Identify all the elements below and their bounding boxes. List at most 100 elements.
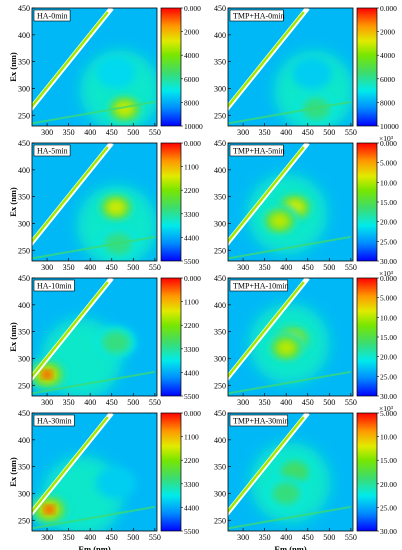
- x-tick-label: 550: [149, 398, 161, 407]
- y-tick-label: 300: [214, 219, 226, 228]
- panel-title-box: [33, 9, 71, 22]
- heatmap-area: [228, 143, 353, 261]
- colorbar-tick-label: 5500: [184, 257, 199, 266]
- y-tick-label: 400: [18, 166, 30, 175]
- colorbar-tick-label: 3300: [184, 480, 199, 489]
- colorbar-tick-label: 5500: [184, 527, 199, 536]
- x-tick-label: 500: [127, 398, 139, 407]
- y-tick-label: 250: [18, 516, 30, 525]
- colorbar-multiplier: ×10³: [379, 404, 394, 413]
- colorbar-tick-label: 15.00: [380, 333, 397, 342]
- x-tick-label: 400: [84, 263, 96, 272]
- second-order-scatter-band: [32, 505, 156, 530]
- x-tick-label: 450: [302, 398, 314, 407]
- x-tick-label: 400: [84, 533, 96, 542]
- plot-frame: [31, 412, 158, 532]
- y-tick-label: 400: [18, 301, 30, 310]
- x-tick-label: 550: [345, 128, 357, 137]
- x-tick-label: 550: [345, 398, 357, 407]
- peak-1-level-3: [115, 101, 135, 117]
- panel-tmp-ha-5min: TMP+HA-5min 300 350 400 450 500 550 250 300 350 40…: [214, 134, 397, 272]
- plot-frame: [227, 142, 354, 262]
- x-tick-label: 500: [323, 398, 335, 407]
- y-tick-label: 300: [214, 84, 226, 93]
- y-tick-label: 450: [18, 274, 30, 283]
- panel-title-box: [229, 279, 288, 292]
- colorbar-multiplier: ×10³: [379, 269, 394, 278]
- plot-frame: [31, 142, 158, 262]
- y-axis-label: Ex (nm): [8, 52, 18, 82]
- y-tick-label: 450: [18, 4, 30, 13]
- panel-title: TMP+HA-0min: [233, 12, 285, 21]
- second-order-scatter-band: [228, 370, 352, 395]
- x-tick-label: 350: [259, 533, 271, 542]
- x-tick-label: 300: [41, 263, 53, 272]
- colorbar-tick-label: 4400: [184, 368, 199, 377]
- y-tick-label: 450: [214, 4, 226, 13]
- y-tick-label: 400: [214, 31, 226, 40]
- y-tick-label: 350: [18, 58, 30, 67]
- y-tick-label: 250: [214, 111, 226, 120]
- peak-2-level-3: [276, 340, 296, 356]
- peak-2-level-2: [271, 481, 301, 506]
- panel-ha-5min: HA-5min 300 350 400 450 500 550 250 300 350 400 450…: [8, 139, 201, 272]
- panel-title: HA-0min: [37, 12, 68, 21]
- x-tick-label: 500: [127, 533, 139, 542]
- panel-title: TMP+HA-5min: [233, 147, 285, 156]
- x-tick-label: 500: [127, 263, 139, 272]
- colorbar-tick-label: 30.00: [380, 527, 397, 536]
- colorbar-tick-label: 5.000: [380, 159, 397, 168]
- panel-ha-30min: HA-30min 300 350 400 450 500 550 250 300 350 400 45…: [8, 409, 201, 550]
- y-tick-label: 450: [18, 139, 30, 148]
- x-tick-label: 550: [149, 128, 161, 137]
- colorbar: [356, 142, 378, 262]
- colorbar-tick-label: 30.00: [380, 257, 397, 266]
- colorbar-tick-label: 0.000: [184, 4, 201, 13]
- y-tick-label: 350: [214, 193, 226, 202]
- panel-tmp-ha-0min: TMP+HA-0min 300 350 400 450 500 550 250 300 350 40…: [214, 4, 399, 137]
- second-order-scatter-band: [32, 100, 156, 125]
- panel-tmp-ha-30min: TMP+HA-30min 300 350 400 450 500 550 250 300 350 4…: [214, 404, 397, 550]
- panel-title-box: [33, 414, 75, 427]
- colorbar-tick-label: 10.00: [380, 313, 397, 322]
- rayleigh-edge: [228, 281, 305, 379]
- y-axis-label: Ex (nm): [8, 457, 18, 487]
- x-tick-label: 450: [302, 533, 314, 542]
- y-tick-label: 250: [18, 381, 30, 390]
- y-tick-label: 300: [214, 489, 226, 498]
- second-order-scatter-band: [32, 235, 156, 260]
- colorbar-tick-label: 10000: [184, 122, 203, 131]
- panel-title-box: [229, 9, 284, 22]
- plot-frame: [227, 412, 354, 532]
- colorbar: [356, 412, 378, 532]
- rayleigh-edge: [32, 11, 109, 109]
- colorbar: [160, 7, 182, 127]
- rayleigh-edge: [228, 11, 305, 109]
- colorbar: [356, 7, 378, 127]
- rayleigh-edge: [228, 146, 305, 244]
- peak-1-level-4: [42, 371, 52, 379]
- colorbar-tick-label: 3300: [184, 345, 199, 354]
- y-tick-label: 400: [214, 436, 226, 445]
- x-tick-label: 400: [84, 398, 96, 407]
- y-tick-label: 300: [18, 219, 30, 228]
- colorbar-tick-label: 20.00: [380, 480, 397, 489]
- colorbar-tick-label: 8000: [380, 98, 395, 107]
- y-tick-label: 250: [214, 516, 226, 525]
- colorbar-tick-label: 4400: [184, 233, 199, 242]
- colorbar-tick-label: 15.00: [380, 198, 397, 207]
- y-tick-label: 350: [18, 193, 30, 202]
- rayleigh-edge: [32, 281, 109, 379]
- y-tick-label: 400: [214, 166, 226, 175]
- x-tick-label: 350: [63, 533, 75, 542]
- y-tick-label: 450: [214, 409, 226, 418]
- y-tick-label: 250: [214, 246, 226, 255]
- x-tick-label: 400: [280, 263, 292, 272]
- colorbar-tick-label: 2000: [184, 28, 199, 37]
- y-tick-label: 250: [214, 381, 226, 390]
- x-tick-label: 400: [280, 398, 292, 407]
- y-axis-label: Ex (nm): [8, 187, 18, 217]
- colorbar-tick-label: 4000: [184, 51, 199, 60]
- panel-tmp-ha-10min: TMP+HA-10min 300 350 400 450 500 550 250 300 350 4…: [214, 269, 397, 407]
